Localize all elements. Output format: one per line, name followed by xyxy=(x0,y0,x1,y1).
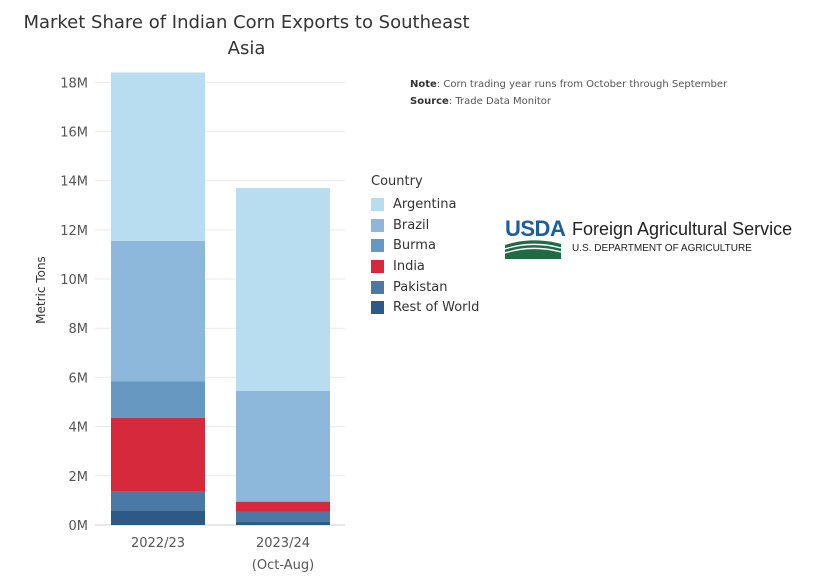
legend-item: India xyxy=(371,256,479,277)
legend-swatch xyxy=(371,197,384,211)
bar-segment xyxy=(236,522,330,525)
legend-label: Rest of World xyxy=(393,300,480,316)
legend-item: Brazil xyxy=(371,215,479,236)
bar-segment xyxy=(111,418,205,492)
y-tick-label: 6M xyxy=(69,371,89,386)
legend-item: Argentina xyxy=(371,194,479,215)
chart-title: Market Share of Indian Corn Exports to S… xyxy=(23,12,470,59)
y-tick-label: 18M xyxy=(60,76,88,91)
bar-segment xyxy=(111,491,205,511)
y-tick-label: 8M xyxy=(69,322,89,337)
legend-item: Pakistan xyxy=(371,277,479,298)
bar-segment xyxy=(111,240,205,382)
legend-title: Country xyxy=(371,174,423,189)
y-tick-label: 0M xyxy=(69,519,89,534)
bar-segment xyxy=(236,511,330,523)
note-text: : Corn trading year runs from October th… xyxy=(436,79,728,90)
department-name: U.S. DEPARTMENT OF AGRICULTURE xyxy=(572,243,752,254)
legend-item: Rest of World xyxy=(371,297,479,318)
bar-segment xyxy=(236,501,330,512)
legend-items: Argentina Brazil Burma India Pakistan Rest of… xyxy=(371,194,479,318)
legend-label: Burma xyxy=(393,238,436,254)
source-label: Source xyxy=(410,96,449,107)
y-tick-label: 12M xyxy=(60,224,88,239)
usda-field-icon xyxy=(505,240,562,259)
x-tick-label: (Oct-Aug) xyxy=(252,558,314,573)
bar-segment xyxy=(111,510,205,525)
source-line: Source: Trade Data Monitor xyxy=(410,96,551,107)
note-label: Note xyxy=(410,79,437,90)
legend-label: Argentina xyxy=(393,196,457,212)
legend-swatch xyxy=(371,301,384,315)
y-axis: 0M 2M 4M 6M 8M 10M 12M 14M 16M 18M xyxy=(60,76,88,534)
legend-label: Pakistan xyxy=(393,279,448,295)
bar-segment xyxy=(236,188,330,391)
bar-segment xyxy=(236,390,330,502)
legend-swatch xyxy=(371,259,384,273)
legend-label: India xyxy=(393,258,425,274)
legend-item: Burma xyxy=(371,235,479,256)
legend-swatch xyxy=(371,218,384,232)
y-tick-label: 16M xyxy=(60,125,88,140)
bar-segment xyxy=(111,381,205,419)
legend-label: Brazil xyxy=(393,217,430,233)
y-tick-label: 10M xyxy=(60,273,88,288)
bars xyxy=(111,72,330,525)
bar-segment xyxy=(111,72,205,241)
legend: Country Argentina Brazil Burma India Pakista… xyxy=(371,174,479,318)
source-text: : Trade Data Monitor xyxy=(448,96,552,107)
legend-swatch xyxy=(371,280,384,294)
note-line: Note: Corn trading year runs from Octobe… xyxy=(410,79,727,90)
legend-swatch xyxy=(371,239,384,253)
y-tick-label: 2M xyxy=(69,470,89,485)
usda-wordmark: USDA xyxy=(505,216,566,241)
x-tick-label: 2022/23 xyxy=(131,536,185,551)
x-tick-label: 2023/24 xyxy=(256,536,310,551)
x-axis: 2022/23 2023/24 (Oct-Aug) xyxy=(131,536,314,573)
agency-name: Foreign Agricultural Service xyxy=(572,219,793,239)
y-tick-label: 4M xyxy=(69,421,89,436)
y-tick-label: 14M xyxy=(60,175,88,190)
y-axis-label: Metric Tons xyxy=(34,256,48,324)
